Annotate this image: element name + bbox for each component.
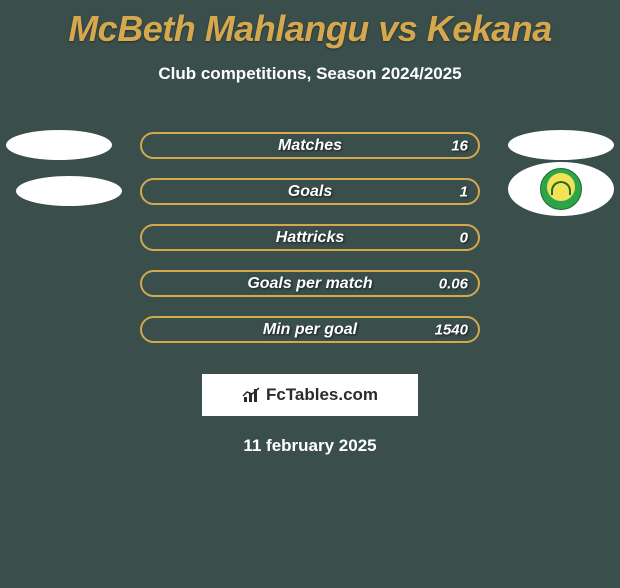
club-logo-icon [540, 168, 582, 210]
stat-row: Matches 16 [0, 122, 620, 168]
stat-bar: Min per goal 1540 [140, 316, 480, 343]
stats-area: Matches 16 Goals 1 Hattricks 0 Goals per… [0, 122, 620, 352]
stat-bar: Goals per match 0.06 [140, 270, 480, 297]
player-right-badge [508, 130, 614, 160]
stat-label: Goals per match [247, 275, 372, 293]
stat-bar: Matches 16 [140, 132, 480, 159]
stat-label: Hattricks [276, 229, 344, 247]
stat-row: Goals per match 0.06 [0, 260, 620, 306]
player-left-badge [16, 176, 122, 206]
stat-value: 1540 [435, 321, 468, 338]
attribution-box: FcTables.com [202, 374, 418, 416]
comparison-title: McBeth Mahlangu vs Kekana [0, 8, 620, 50]
stat-bar: Hattricks 0 [140, 224, 480, 251]
stat-value: 1 [460, 183, 468, 200]
stat-label: Goals [288, 183, 332, 201]
attribution-text: FcTables.com [266, 385, 378, 405]
comparison-subtitle: Club competitions, Season 2024/2025 [0, 64, 620, 84]
stat-value: 0.06 [439, 275, 468, 292]
stat-value: 0 [460, 229, 468, 246]
stat-label: Min per goal [263, 321, 357, 339]
club-logo-badge [508, 162, 614, 216]
stat-label: Matches [278, 137, 342, 155]
snapshot-date: 11 february 2025 [0, 436, 620, 456]
stat-row: Goals 1 [0, 168, 620, 214]
stat-row: Hattricks 0 [0, 214, 620, 260]
chart-icon [242, 387, 262, 403]
stat-value: 16 [451, 137, 468, 154]
player-left-badge [6, 130, 112, 160]
stat-row: Min per goal 1540 [0, 306, 620, 352]
stat-bar: Goals 1 [140, 178, 480, 205]
